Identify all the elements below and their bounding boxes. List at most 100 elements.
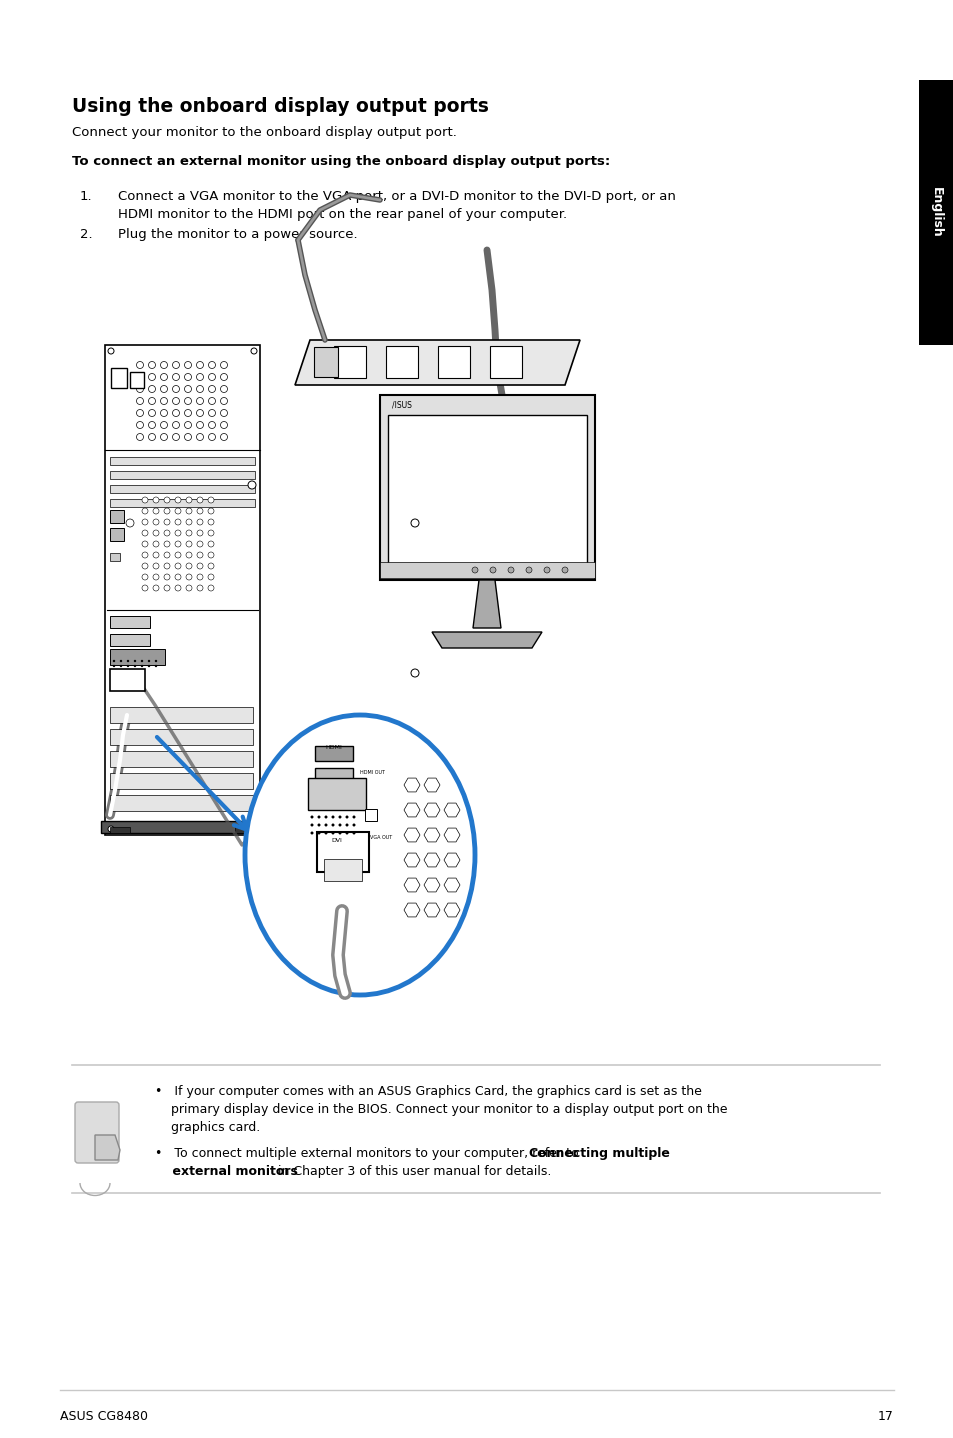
- Circle shape: [160, 385, 168, 393]
- FancyBboxPatch shape: [490, 347, 521, 378]
- Polygon shape: [403, 879, 419, 892]
- Circle shape: [220, 410, 227, 417]
- Circle shape: [196, 574, 203, 580]
- Circle shape: [142, 519, 148, 525]
- Circle shape: [507, 567, 514, 572]
- Circle shape: [310, 815, 314, 818]
- FancyBboxPatch shape: [324, 858, 361, 881]
- Circle shape: [186, 585, 192, 591]
- FancyBboxPatch shape: [918, 81, 953, 345]
- Circle shape: [251, 825, 256, 833]
- Circle shape: [186, 508, 192, 513]
- Circle shape: [310, 831, 314, 834]
- Circle shape: [142, 498, 148, 503]
- Circle shape: [142, 564, 148, 569]
- Circle shape: [174, 498, 181, 503]
- Circle shape: [196, 541, 203, 546]
- Circle shape: [184, 410, 192, 417]
- Circle shape: [136, 397, 143, 404]
- Circle shape: [142, 508, 148, 513]
- Circle shape: [148, 664, 150, 667]
- Circle shape: [196, 397, 203, 404]
- Text: graphics card.: graphics card.: [154, 1122, 260, 1135]
- Polygon shape: [403, 853, 419, 867]
- Circle shape: [172, 433, 179, 440]
- Circle shape: [338, 831, 341, 834]
- Circle shape: [411, 669, 418, 677]
- Circle shape: [184, 385, 192, 393]
- Circle shape: [352, 815, 355, 818]
- Circle shape: [490, 567, 496, 572]
- Circle shape: [149, 410, 155, 417]
- Polygon shape: [443, 903, 459, 917]
- Circle shape: [186, 531, 192, 536]
- Circle shape: [196, 519, 203, 525]
- FancyBboxPatch shape: [308, 778, 366, 810]
- Circle shape: [317, 831, 320, 834]
- FancyBboxPatch shape: [334, 347, 366, 378]
- FancyBboxPatch shape: [379, 395, 595, 580]
- Text: To connect an external monitor using the onboard display output ports:: To connect an external monitor using the…: [71, 155, 610, 168]
- Circle shape: [152, 564, 159, 569]
- Circle shape: [141, 664, 143, 667]
- Circle shape: [208, 585, 213, 591]
- Circle shape: [196, 585, 203, 591]
- FancyBboxPatch shape: [110, 615, 150, 628]
- Circle shape: [186, 552, 192, 558]
- Circle shape: [127, 660, 129, 663]
- Circle shape: [164, 531, 170, 536]
- Circle shape: [172, 421, 179, 429]
- Polygon shape: [443, 879, 459, 892]
- Circle shape: [142, 531, 148, 536]
- Text: Connect a VGA monitor to the VGA port, or a DVI-D monitor to the DVI-D port, or : Connect a VGA monitor to the VGA port, o…: [118, 190, 675, 203]
- Circle shape: [160, 410, 168, 417]
- Circle shape: [209, 374, 215, 381]
- Circle shape: [196, 385, 203, 393]
- Circle shape: [352, 824, 355, 827]
- Circle shape: [149, 385, 155, 393]
- FancyBboxPatch shape: [234, 827, 254, 833]
- Circle shape: [164, 564, 170, 569]
- Polygon shape: [443, 828, 459, 841]
- Circle shape: [331, 815, 335, 818]
- Circle shape: [149, 374, 155, 381]
- Circle shape: [186, 541, 192, 546]
- Circle shape: [186, 574, 192, 580]
- Circle shape: [108, 825, 113, 833]
- Polygon shape: [294, 339, 579, 385]
- Circle shape: [164, 574, 170, 580]
- Ellipse shape: [245, 715, 475, 995]
- Circle shape: [220, 433, 227, 440]
- Text: HDMI: HDMI: [325, 745, 342, 751]
- Circle shape: [142, 541, 148, 546]
- Circle shape: [184, 397, 192, 404]
- Circle shape: [152, 498, 159, 503]
- FancyBboxPatch shape: [110, 795, 253, 811]
- Text: 17: 17: [877, 1411, 893, 1424]
- Circle shape: [152, 552, 159, 558]
- FancyBboxPatch shape: [130, 372, 144, 388]
- Circle shape: [345, 815, 348, 818]
- Circle shape: [164, 552, 170, 558]
- FancyBboxPatch shape: [110, 774, 253, 789]
- Circle shape: [174, 541, 181, 546]
- Circle shape: [136, 385, 143, 393]
- Circle shape: [196, 421, 203, 429]
- FancyBboxPatch shape: [314, 347, 337, 377]
- Circle shape: [174, 574, 181, 580]
- Circle shape: [196, 508, 203, 513]
- FancyBboxPatch shape: [314, 746, 353, 761]
- Circle shape: [184, 421, 192, 429]
- Polygon shape: [403, 802, 419, 817]
- Polygon shape: [432, 631, 541, 649]
- FancyBboxPatch shape: [110, 751, 253, 766]
- Text: •   If your computer comes with an ASUS Graphics Card, the graphics card is set : • If your computer comes with an ASUS Gr…: [154, 1086, 701, 1099]
- Circle shape: [220, 361, 227, 368]
- Circle shape: [345, 824, 348, 827]
- Circle shape: [154, 660, 157, 663]
- Text: primary display device in the BIOS. Connect your monitor to a display output por: primary display device in the BIOS. Conn…: [154, 1103, 727, 1116]
- Circle shape: [209, 421, 215, 429]
- Text: DVI: DVI: [332, 838, 342, 843]
- Circle shape: [164, 519, 170, 525]
- Text: Connect your monitor to the onboard display output port.: Connect your monitor to the onboard disp…: [71, 127, 456, 139]
